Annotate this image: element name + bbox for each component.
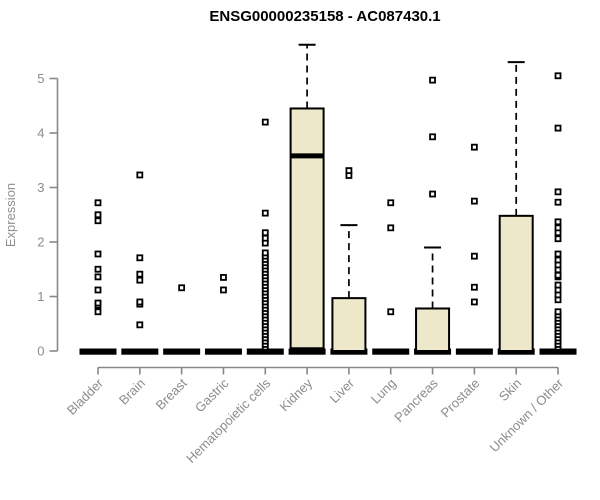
outlier-point — [94, 286, 102, 294]
outlier-point — [261, 249, 269, 257]
x-tick-label-pancreas: Pancreas — [391, 375, 441, 425]
outlier-point — [554, 281, 562, 289]
outlier-point — [94, 250, 102, 258]
x-tick-label-brain: Brain — [116, 376, 148, 408]
y-tick-label-2: 2 — [37, 235, 44, 250]
x-tick-label-liver: Liver — [327, 375, 358, 406]
x-tick-label-prostate: Prostate — [438, 376, 483, 421]
x-tick-label-unknown-other: Unknown / Other — [487, 375, 567, 455]
outlier-point — [94, 273, 102, 281]
outlier-point — [470, 143, 478, 151]
outlier-point — [261, 118, 269, 126]
outlier-point — [94, 217, 102, 225]
y-tick-label-3: 3 — [37, 180, 44, 195]
zero-bar-bladder — [79, 348, 117, 355]
outlier-point — [94, 265, 102, 273]
outlier-point — [261, 234, 269, 242]
outlier-point — [554, 308, 562, 316]
outlier-point — [554, 188, 562, 196]
box-group-unknown-other — [539, 72, 577, 355]
outlier-point — [136, 270, 144, 278]
zero-bar-lung — [372, 348, 410, 355]
outlier-point — [554, 250, 562, 258]
outlier-point — [136, 171, 144, 179]
chart-title: ENSG00000235158 - AC087430.1 — [209, 8, 440, 25]
box-group-brain — [121, 171, 159, 355]
outlier-point — [470, 197, 478, 205]
zero-bar-unknown-other — [539, 348, 577, 355]
box-group-prostate — [455, 143, 493, 355]
zero-bar-gastric — [204, 348, 242, 355]
outlier-point — [554, 224, 562, 232]
y-tick-label-5: 5 — [37, 71, 44, 86]
box-group-gastric — [204, 274, 242, 355]
outlier-point — [136, 254, 144, 262]
outlier-point — [345, 167, 353, 175]
box-pancreas — [415, 307, 451, 352]
outlier-point — [136, 298, 144, 306]
outlier-point — [220, 274, 227, 281]
zero-bar-breast — [163, 348, 201, 355]
box-group-pancreas — [414, 76, 452, 355]
outlier-point — [554, 256, 562, 264]
y-tick-label-1: 1 — [37, 289, 44, 304]
x-tick-label-gastric: Gastric — [192, 375, 232, 415]
outlier-point — [387, 224, 395, 232]
outlier-point — [470, 252, 478, 260]
outlier-point — [429, 190, 436, 198]
outlier-point — [94, 199, 102, 207]
outlier-point — [554, 124, 562, 132]
box-skin — [498, 214, 534, 352]
outlier-point — [554, 218, 562, 226]
outlier-point — [94, 211, 102, 219]
y-axis-title: Expression — [3, 183, 18, 247]
box-group-skin — [497, 61, 535, 355]
outlier-point — [387, 308, 395, 316]
box-group-kidney — [288, 43, 326, 355]
zero-bar-hematopoietic-cells — [246, 348, 284, 355]
outlier-point — [470, 283, 478, 291]
x-tick-label-kidney: Kidney — [277, 375, 316, 414]
outlier-point — [429, 133, 436, 141]
outlier-point — [470, 298, 478, 306]
zero-bar-brain — [121, 348, 159, 355]
outlier-point — [429, 76, 436, 84]
outlier-point — [94, 299, 102, 307]
box-group-lung — [372, 199, 410, 355]
outlier-point — [220, 286, 227, 294]
outlier-point — [554, 271, 562, 279]
outlier-point — [94, 308, 102, 316]
y-tick-label-0: 0 — [37, 344, 44, 359]
outlier-point — [178, 284, 186, 292]
x-tick-label-breast: Breast — [153, 375, 190, 412]
outlier-point — [136, 321, 144, 329]
outlier-point — [554, 72, 562, 80]
outlier-point — [387, 199, 395, 207]
zero-bar-kidney — [288, 348, 326, 355]
box-group-hematopoietic-cells — [246, 118, 284, 355]
x-tick-label-bladder: Bladder — [64, 375, 107, 418]
box-marks — [79, 43, 577, 355]
box-group-bladder — [79, 199, 117, 355]
box-group-liver — [330, 167, 368, 355]
outlier-point — [554, 235, 562, 243]
box-group-breast — [163, 284, 201, 355]
x-tick-label-skin: Skin — [496, 376, 524, 404]
box-liver — [331, 297, 367, 353]
outlier-point — [261, 229, 269, 237]
outlier-point — [136, 276, 144, 284]
zero-bar-prostate — [455, 348, 493, 355]
outlier-point — [261, 209, 269, 217]
y-tick-label-4: 4 — [37, 126, 44, 141]
box-kidney — [289, 107, 325, 350]
outlier-point — [554, 198, 562, 206]
x-tick-label-lung: Lung — [368, 376, 399, 407]
